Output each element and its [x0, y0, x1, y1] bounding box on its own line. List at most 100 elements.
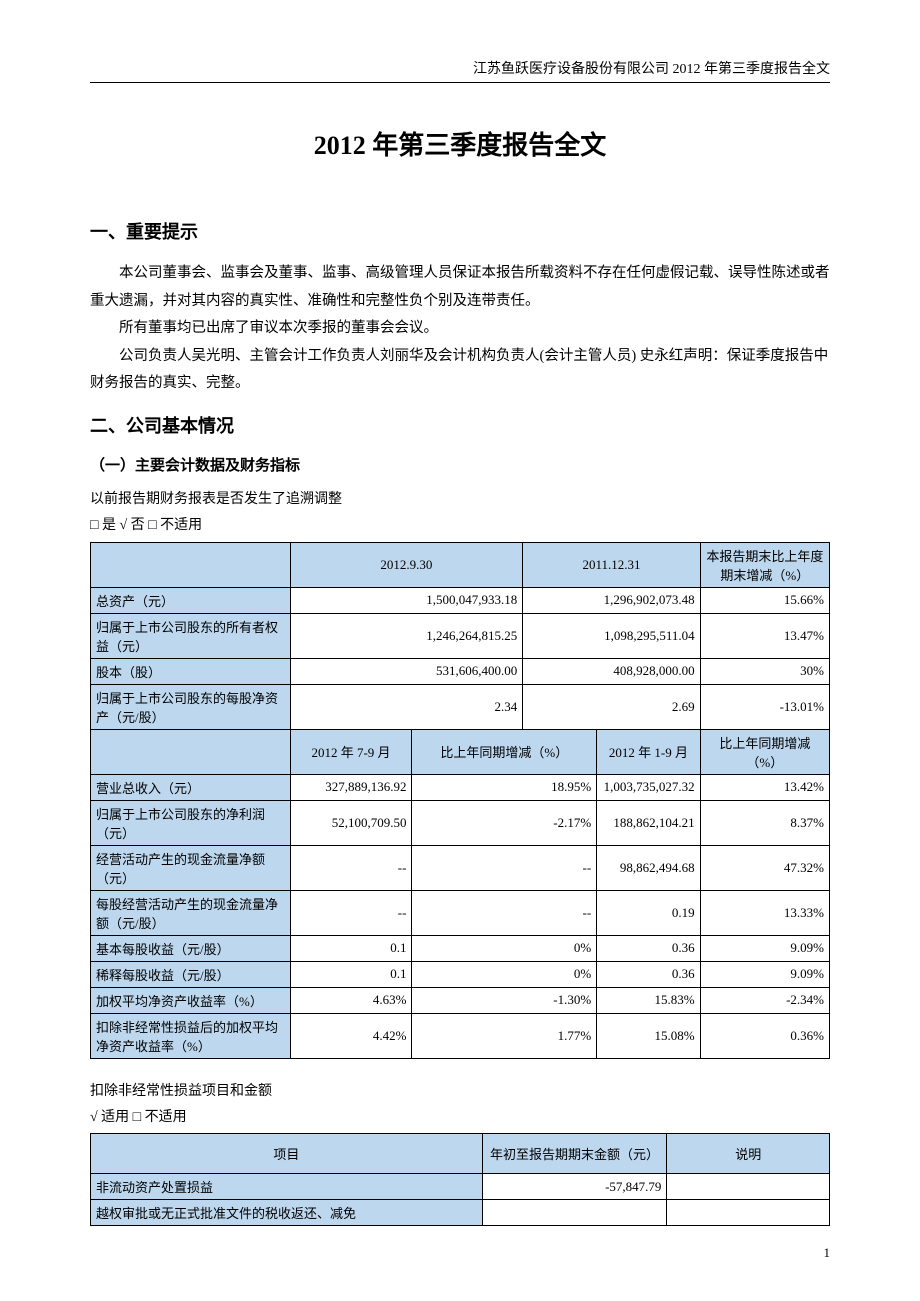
- table-row: 2012.9.30 2011.12.31 本报告期末比上年度期末增减（%）: [91, 542, 830, 587]
- row-label: 稀释每股收益（元/股）: [91, 961, 291, 987]
- cell: 52,100,709.50: [290, 800, 412, 845]
- table-row: 每股经营活动产生的现金流量净额（元/股） -- -- 0.19 13.33%: [91, 890, 830, 935]
- cell: -2.17%: [412, 800, 597, 845]
- cell: [667, 1174, 830, 1200]
- retro-adjust-choice: □ 是 √ 否 □ 不适用: [90, 515, 830, 537]
- document-title: 2012 年第三季度报告全文: [90, 125, 830, 162]
- table-row: 越权审批或无正式批准文件的税收返还、减免: [91, 1200, 830, 1226]
- cell: 0.36%: [700, 1013, 829, 1058]
- table-row: 经营活动产生的现金流量净额（元） -- -- 98,862,494.68 47.…: [91, 845, 830, 890]
- col-change-pct: 本报告期末比上年度期末增减（%）: [700, 542, 829, 587]
- cell: 4.42%: [290, 1013, 412, 1058]
- col-yoy-ytd: 比上年同期增减（%）: [700, 729, 829, 774]
- cell: 327,889,136.92: [290, 774, 412, 800]
- table-row: 扣除非经常性损益后的加权平均净资产收益率（%） 4.42% 1.77% 15.0…: [91, 1013, 830, 1058]
- col-2012-ytd: 2012 年 1-9 月: [597, 729, 700, 774]
- row-label: 营业总收入（元）: [91, 774, 291, 800]
- cell: 0.1: [290, 935, 412, 961]
- cell: -1.30%: [412, 987, 597, 1013]
- cell: 15.83%: [597, 987, 700, 1013]
- cell: 1.77%: [412, 1013, 597, 1058]
- cell: 0.1: [290, 961, 412, 987]
- cell: 531,606,400.00: [290, 658, 523, 684]
- cell: 1,098,295,511.04: [523, 613, 700, 658]
- table-row: 稀释每股收益（元/股） 0.1 0% 0.36 9.09%: [91, 961, 830, 987]
- cell: 0.36: [597, 935, 700, 961]
- cell: 9.09%: [700, 961, 829, 987]
- cell: --: [290, 845, 412, 890]
- table-row: 总资产（元） 1,500,047,933.18 1,296,902,073.48…: [91, 587, 830, 613]
- nonrecurring-label: 扣除非经常性损益项目和金额: [90, 1081, 830, 1103]
- cell: 47.32%: [700, 845, 829, 890]
- row-label: 总资产（元）: [91, 587, 291, 613]
- table-row: 归属于上市公司股东的净利润（元） 52,100,709.50 -2.17% 18…: [91, 800, 830, 845]
- cell: -57,847.79: [482, 1174, 667, 1200]
- row-label: 归属于上市公司股东的所有者权益（元）: [91, 613, 291, 658]
- table-row: 2012 年 7-9 月 比上年同期增减（%） 2012 年 1-9 月 比上年…: [91, 729, 830, 774]
- row-label: 基本每股收益（元/股）: [91, 935, 291, 961]
- table-row: 营业总收入（元） 327,889,136.92 18.95% 1,003,735…: [91, 774, 830, 800]
- table-row: 归属于上市公司股东的所有者权益（元） 1,246,264,815.25 1,09…: [91, 613, 830, 658]
- table-row: 非流动资产处置损益 -57,847.79: [91, 1174, 830, 1200]
- cell: 30%: [700, 658, 829, 684]
- cell: 0.19: [597, 890, 700, 935]
- cell: 1,246,264,815.25: [290, 613, 523, 658]
- cell: 13.42%: [700, 774, 829, 800]
- col-2012-q3: 2012 年 7-9 月: [290, 729, 412, 774]
- col-amount: 年初至报告期期末金额（元）: [482, 1134, 667, 1174]
- table-row: 项目 年初至报告期期末金额（元） 说明: [91, 1134, 830, 1174]
- cell: 1,296,902,073.48: [523, 587, 700, 613]
- cell: [667, 1200, 830, 1226]
- cell: 4.63%: [290, 987, 412, 1013]
- col-desc: 说明: [667, 1134, 830, 1174]
- cell: 15.66%: [700, 587, 829, 613]
- cell: 8.37%: [700, 800, 829, 845]
- cell: 15.08%: [597, 1013, 700, 1058]
- cell: 2.34: [290, 684, 523, 729]
- table-row: 基本每股收益（元/股） 0.1 0% 0.36 9.09%: [91, 935, 830, 961]
- cell: 408,928,000.00: [523, 658, 700, 684]
- cell: --: [412, 890, 597, 935]
- nonrecurring-choice: √ 适用 □ 不适用: [90, 1107, 830, 1129]
- row-label: 加权平均净资产收益率（%）: [91, 987, 291, 1013]
- cell: 13.33%: [700, 890, 829, 935]
- cell: 9.09%: [700, 935, 829, 961]
- col-2012-9-30: 2012.9.30: [290, 542, 523, 587]
- retro-adjust-label: 以前报告期财务报表是否发生了追溯调整: [90, 489, 830, 511]
- cell: [482, 1200, 667, 1226]
- section-1-body: 本公司董事会、监事会及董事、监事、高级管理人员保证本报告所载资料不存在任何虚假记…: [90, 260, 830, 398]
- document-page: 江苏鱼跃医疗设备股份有限公司 2012 年第三季度报告全文 2012 年第三季度…: [0, 0, 920, 1301]
- cell: -2.34%: [700, 987, 829, 1013]
- table-row: 归属于上市公司股东的每股净资产（元/股） 2.34 2.69 -13.01%: [91, 684, 830, 729]
- row-label: 归属于上市公司股东的每股净资产（元/股）: [91, 684, 291, 729]
- cell: 13.47%: [700, 613, 829, 658]
- cell: 188,862,104.21: [597, 800, 700, 845]
- para-2: 所有董事均已出席了审议本次季报的董事会会议。: [90, 315, 830, 343]
- cell: 2.69: [523, 684, 700, 729]
- cell: 1,500,047,933.18: [290, 587, 523, 613]
- row-label: 经营活动产生的现金流量净额（元）: [91, 845, 291, 890]
- para-3: 公司负责人吴光明、主管会计工作负责人刘丽华及会计机构负责人(会计主管人员) 史永…: [90, 343, 830, 398]
- cell: 98,862,494.68: [597, 845, 700, 890]
- cell: 0%: [412, 961, 597, 987]
- para-1: 本公司董事会、监事会及董事、监事、高级管理人员保证本报告所载资料不存在任何虚假记…: [90, 260, 830, 315]
- row-label: 每股经营活动产生的现金流量净额（元/股）: [91, 890, 291, 935]
- col-yoy-q3: 比上年同期增减（%）: [412, 729, 597, 774]
- section-2-sub1: （一）主要会计数据及财务指标: [90, 454, 830, 475]
- row-label: 归属于上市公司股东的净利润（元）: [91, 800, 291, 845]
- financial-indicators-table: 2012.9.30 2011.12.31 本报告期末比上年度期末增减（%） 总资…: [90, 542, 830, 1059]
- nonrecurring-table: 项目 年初至报告期期末金额（元） 说明 非流动资产处置损益 -57,847.79…: [90, 1133, 830, 1226]
- row-label: 股本（股）: [91, 658, 291, 684]
- row-label: 扣除非经常性损益后的加权平均净资产收益率（%）: [91, 1013, 291, 1058]
- table-row: 加权平均净资产收益率（%） 4.63% -1.30% 15.83% -2.34%: [91, 987, 830, 1013]
- cell: 18.95%: [412, 774, 597, 800]
- row-label: 越权审批或无正式批准文件的税收返还、减免: [91, 1200, 483, 1226]
- section-1-heading: 一、重要提示: [90, 218, 830, 244]
- cell: --: [290, 890, 412, 935]
- page-header: 江苏鱼跃医疗设备股份有限公司 2012 年第三季度报告全文: [90, 58, 830, 83]
- page-number: 1: [824, 1245, 831, 1261]
- cell: --: [412, 845, 597, 890]
- col-item: 项目: [91, 1134, 483, 1174]
- section-2-heading: 二、公司基本情况: [90, 412, 830, 438]
- table-row: 股本（股） 531,606,400.00 408,928,000.00 30%: [91, 658, 830, 684]
